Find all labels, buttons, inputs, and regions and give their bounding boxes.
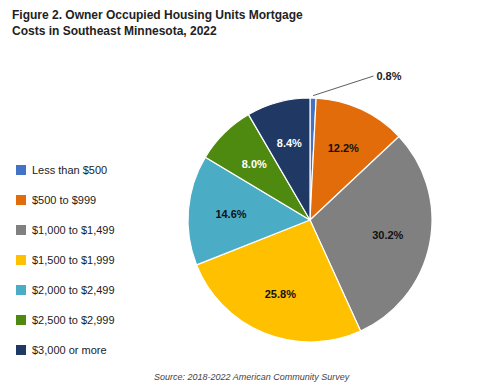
legend-label: $2,000 to $2,499 (32, 284, 115, 296)
legend-label: Less than $500 (32, 164, 107, 176)
legend-item: $2,000 to $2,499 (16, 284, 115, 296)
data-label: 25.8% (265, 288, 296, 300)
legend-swatch (16, 165, 26, 175)
data-label: 12.2% (328, 142, 359, 154)
legend-label: $500 to $999 (32, 194, 96, 206)
legend-swatch (16, 225, 26, 235)
legend-label: $3,000 or more (32, 344, 107, 356)
legend-item: Less than $500 (16, 164, 107, 176)
legend-swatch (16, 315, 26, 325)
chart-container: Figure 2. Owner Occupied Housing Units M… (0, 0, 480, 388)
legend-item: $3,000 or more (16, 344, 107, 356)
data-label: 0.8% (376, 70, 401, 82)
legend-item: $2,500 to $2,999 (16, 314, 115, 326)
data-label: 14.6% (215, 208, 246, 220)
data-label: 8.0% (242, 158, 267, 170)
legend: Less than $500 $500 to $999 $1,000 to $1,4… (16, 164, 115, 356)
legend-item: $1,000 to $1,499 (16, 224, 115, 236)
data-label: 8.4% (277, 137, 302, 149)
chart-svg: 0.8% 12.2% 30.2% 25.8% 14.6% 8.0% 8.4% Less tha… (0, 0, 480, 388)
data-label: 30.2% (372, 229, 403, 241)
data-labels: 0.8% 12.2% 30.2% 25.8% 14.6% 8.0% 8.4% (215, 70, 403, 300)
source-note: Source: 2018-2022 American Community Sur… (154, 372, 350, 382)
legend-item: $500 to $999 (16, 194, 96, 206)
legend-label: $2,500 to $2,999 (32, 314, 115, 326)
legend-swatch (16, 195, 26, 205)
chart-title: Figure 2. Owner Occupied Housing Units M… (12, 8, 303, 39)
legend-swatch (16, 345, 26, 355)
legend-label: $1,500 to $1,999 (32, 254, 115, 266)
legend-swatch (16, 255, 26, 265)
legend-swatch (16, 285, 26, 295)
legend-label: $1,000 to $1,499 (32, 224, 115, 236)
pie (188, 98, 432, 342)
legend-item: $1,500 to $1,999 (16, 254, 115, 266)
leader-line (313, 76, 373, 96)
